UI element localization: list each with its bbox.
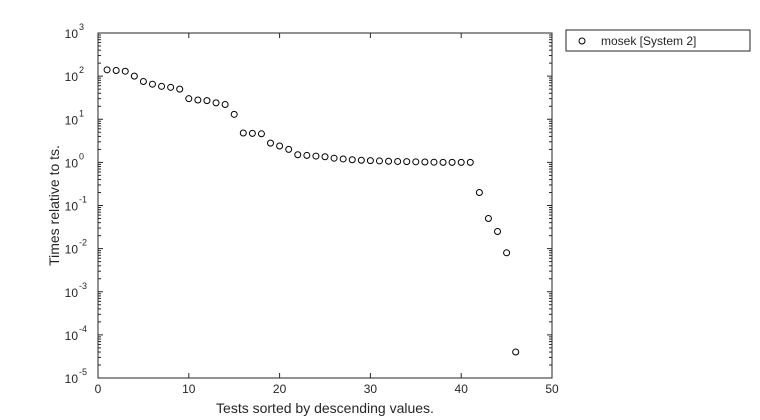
- data-point: [167, 83, 175, 91]
- y-tick-exponent: -4: [79, 324, 87, 334]
- data-point: [375, 157, 383, 165]
- data-point: [294, 151, 302, 159]
- data-point: [457, 158, 465, 166]
- y-tick-exponent: -2: [79, 238, 87, 248]
- y-tick-exponent: -1: [79, 195, 87, 205]
- data-point: [421, 158, 429, 166]
- x-tick-label: 10: [182, 382, 196, 396]
- data-point: [312, 152, 320, 160]
- data-point: [239, 129, 247, 137]
- legend-box: [565, 29, 751, 52]
- data-point: [475, 189, 483, 197]
- data-point: [321, 153, 329, 161]
- data-point: [339, 155, 347, 163]
- data-point: [394, 157, 402, 165]
- data-point: [466, 158, 474, 166]
- y-tick-exponent: 1: [79, 108, 84, 118]
- data-point: [221, 100, 229, 108]
- x-tick-label: 20: [273, 382, 287, 396]
- data-point: [103, 66, 111, 74]
- data-points: [103, 66, 520, 356]
- legend-entry-label: mosek [System 2]: [601, 34, 696, 48]
- data-point: [176, 85, 184, 93]
- y-tick-label: 10: [65, 113, 79, 127]
- data-point: [121, 67, 129, 75]
- plot-frame: [97, 32, 553, 379]
- data-point: [357, 156, 365, 164]
- data-point: [285, 145, 293, 153]
- y-tick-label: 10: [65, 200, 79, 214]
- x-tick-label: 40: [455, 382, 469, 396]
- data-point: [484, 214, 492, 222]
- y-tick-exponent: 0: [79, 151, 84, 161]
- y-tick-exponent: -3: [79, 281, 87, 291]
- x-tick-label: 50: [545, 382, 559, 396]
- y-tick-label: 10: [65, 27, 79, 41]
- data-point: [276, 142, 284, 150]
- data-point: [148, 80, 156, 88]
- y-tick-label: 10: [65, 156, 79, 170]
- data-point: [248, 129, 256, 137]
- data-point: [203, 97, 211, 105]
- legend-marker-icon: [578, 37, 586, 45]
- plot-axes: [97, 32, 553, 379]
- x-tick-label: 30: [364, 382, 378, 396]
- data-point: [303, 151, 311, 159]
- data-point: [412, 158, 420, 166]
- data-point: [267, 139, 275, 147]
- y-tick-label: 10: [65, 329, 79, 343]
- data-point: [430, 158, 438, 166]
- data-point: [130, 72, 138, 80]
- data-point: [158, 82, 166, 90]
- y-tick-label: 10: [65, 243, 79, 257]
- data-point: [194, 96, 202, 104]
- y-tick-label: 10: [65, 70, 79, 84]
- data-point: [348, 156, 356, 164]
- y-tick-exponent: -5: [79, 367, 87, 377]
- x-axis-ticks: 0 10 20 30 40 50: [95, 33, 559, 396]
- data-point: [257, 130, 265, 138]
- data-point: [185, 95, 193, 103]
- x-axis-label: Tests sorted by descending values.: [216, 400, 434, 416]
- data-point: [439, 158, 447, 166]
- y-axis-label: Times relative to ts.: [46, 145, 62, 266]
- data-point: [212, 99, 220, 107]
- data-point: [330, 154, 338, 162]
- y-tick-label: 10: [65, 286, 79, 300]
- data-point: [230, 110, 238, 118]
- data-point: [512, 348, 520, 356]
- data-point: [139, 78, 147, 86]
- x-tick-label: 0: [95, 382, 102, 396]
- y-tick-exponent: 3: [79, 22, 84, 32]
- data-point: [385, 157, 393, 165]
- legend: mosek [System 2]: [565, 29, 751, 52]
- data-point: [503, 249, 511, 257]
- data-point: [448, 158, 456, 166]
- data-point: [366, 157, 374, 165]
- data-point: [494, 227, 502, 235]
- data-point: [112, 67, 120, 75]
- data-point: [403, 158, 411, 166]
- y-tick-label: 10: [65, 372, 79, 386]
- y-tick-exponent: 2: [79, 65, 84, 75]
